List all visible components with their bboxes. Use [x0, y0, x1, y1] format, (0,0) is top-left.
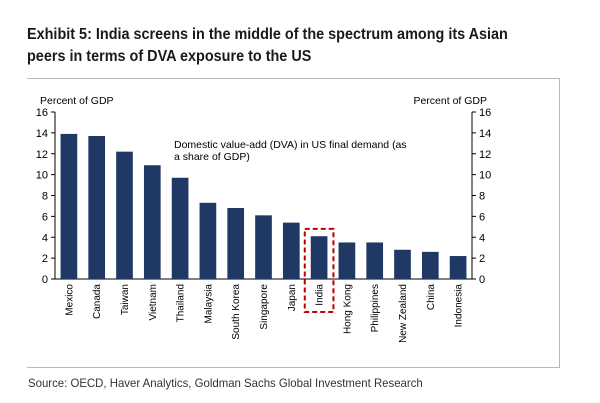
bar-china — [421, 251, 439, 279]
annotation-line-1: Domestic value-add (DVA) in US final dem… — [174, 139, 407, 151]
bar-singapore — [255, 215, 272, 279]
bar-south-korea — [227, 208, 245, 279]
category-label-mexico: Mexico — [64, 284, 75, 316]
bar-canada — [88, 136, 106, 279]
right-tick-label: 16 — [479, 107, 491, 119]
bar-india — [310, 236, 328, 279]
category-label-vietnam: Vietnam — [148, 284, 159, 321]
source-note: Source: OECD, Haver Analytics, Goldman S… — [28, 376, 423, 390]
category-label-hong-kong: Hong Kong — [342, 284, 353, 334]
left-tick-label: 10 — [36, 170, 48, 182]
category-label-new-zealand: New Zealand — [398, 284, 409, 343]
right-tick-label: 6 — [479, 211, 485, 223]
bar-thailand — [171, 177, 189, 279]
left-tick-label: 6 — [42, 211, 48, 223]
category-label-philippines: Philippines — [370, 284, 381, 332]
bar-taiwan — [116, 151, 133, 279]
category-label-canada: Canada — [92, 284, 103, 319]
right-tick-label: 14 — [479, 128, 491, 140]
category-labels-group: Mexico Canada Taiwan Vietnam Thailand Malaysi… — [64, 284, 464, 343]
right-tick-label: 10 — [479, 170, 491, 182]
left-tick-label: 2 — [42, 253, 48, 265]
right-tick-label: 2 — [479, 253, 485, 265]
bar-malaysia — [199, 202, 217, 279]
bar-new-zealand — [394, 249, 411, 279]
category-label-singapore: Singapore — [259, 284, 270, 330]
bar-indonesia — [449, 256, 467, 279]
category-label-malaysia: Malaysia — [203, 284, 214, 324]
left-tick-label: 4 — [42, 232, 48, 244]
bar-japan — [282, 222, 300, 279]
category-label-japan: Japan — [287, 284, 298, 311]
left-tick-label: 0 — [42, 274, 48, 286]
left-tick-label: 14 — [36, 128, 48, 140]
chart-frame — [27, 78, 560, 368]
left-tick-label: 12 — [36, 149, 48, 161]
left-tick-label: 16 — [36, 107, 48, 119]
right-tick-label: 4 — [479, 232, 485, 244]
annotation-line-2: a share of GDP) — [174, 151, 250, 163]
bar-vietnam — [143, 165, 161, 279]
category-label-china: China — [426, 284, 437, 311]
category-label-taiwan: Taiwan — [120, 284, 131, 315]
right-axis-label: Percent of GDP — [413, 95, 487, 107]
bar-hong-kong — [338, 242, 356, 279]
category-label-south-korea: South Korea — [231, 284, 242, 340]
bar-philippines — [366, 242, 384, 279]
left-axis-label: Percent of GDP — [40, 95, 114, 107]
right-tick-label: 8 — [479, 191, 485, 203]
right-tick-label: 0 — [479, 274, 485, 286]
exhibit-title: Exhibit 5: India screens in the middle o… — [27, 24, 587, 68]
category-label-india: India — [315, 284, 326, 306]
title-line-2: peers in terms of DVA exposure to the US — [27, 48, 312, 65]
bars-group — [60, 133, 467, 313]
left-tick-label: 8 — [42, 191, 48, 203]
axes-group: 0 0 2 2 4 4 6 6 8 8 10 10 12 12 14 14 16 16 — [36, 107, 492, 286]
title-line-1: Exhibit 5: India screens in the middle o… — [27, 26, 508, 43]
category-label-indonesia: Indonesia — [454, 284, 465, 328]
category-label-thailand: Thailand — [176, 284, 187, 322]
bar-mexico — [60, 133, 78, 279]
right-tick-label: 12 — [479, 149, 491, 161]
